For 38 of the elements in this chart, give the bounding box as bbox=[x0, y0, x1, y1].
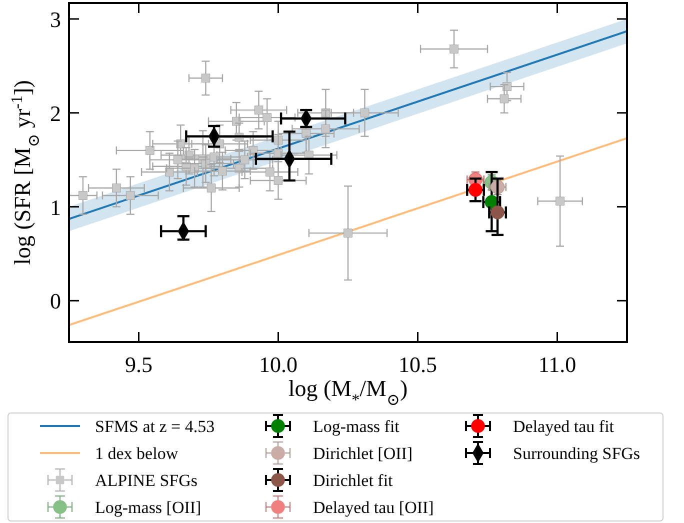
x-tick-label: 11.0 bbox=[538, 352, 576, 377]
point bbox=[468, 182, 482, 197]
point bbox=[254, 106, 264, 114]
legend-label: 1 dex below bbox=[95, 444, 179, 463]
y-tick-label: 3 bbox=[50, 6, 61, 32]
point bbox=[265, 168, 274, 176]
legend-label: Delayed tau [OII] bbox=[313, 498, 434, 517]
point bbox=[500, 94, 509, 104]
point bbox=[112, 184, 121, 192]
point bbox=[145, 146, 154, 155]
point bbox=[556, 196, 564, 206]
point bbox=[321, 124, 330, 134]
y-tick-label: 1 bbox=[50, 194, 61, 220]
y-tick-label: 2 bbox=[50, 100, 61, 126]
point bbox=[450, 44, 458, 54]
legend-label: Log-mass fit bbox=[313, 417, 400, 436]
point bbox=[201, 74, 210, 83]
legend-label: SFMS at z = 4.53 bbox=[95, 417, 215, 436]
point bbox=[206, 184, 216, 192]
legend-label: Dirichlet [OII] bbox=[313, 444, 413, 463]
point bbox=[78, 191, 88, 200]
legend-label: Log-mass [OII] bbox=[95, 498, 202, 517]
x-tick-label: 9.5 bbox=[125, 352, 152, 377]
point bbox=[126, 191, 135, 200]
legend-label: Dirichlet fit bbox=[313, 471, 394, 490]
point bbox=[360, 108, 370, 118]
x-tick-label: 10.0 bbox=[259, 352, 298, 377]
legend-label: Surrounding SFGs bbox=[513, 444, 640, 463]
y-tick-label: 0 bbox=[50, 288, 61, 314]
point bbox=[274, 176, 283, 185]
x-axis-title: log (M$_{*}$/M$_{⊙}$) bbox=[288, 376, 408, 408]
point bbox=[344, 228, 352, 238]
legend-label: ALPINE SFGs bbox=[95, 471, 198, 490]
x-tick-label: 10.5 bbox=[398, 352, 437, 377]
point bbox=[262, 113, 272, 122]
legend-label: Delayed tau fit bbox=[513, 417, 614, 436]
point bbox=[490, 206, 504, 220]
point bbox=[218, 166, 227, 176]
